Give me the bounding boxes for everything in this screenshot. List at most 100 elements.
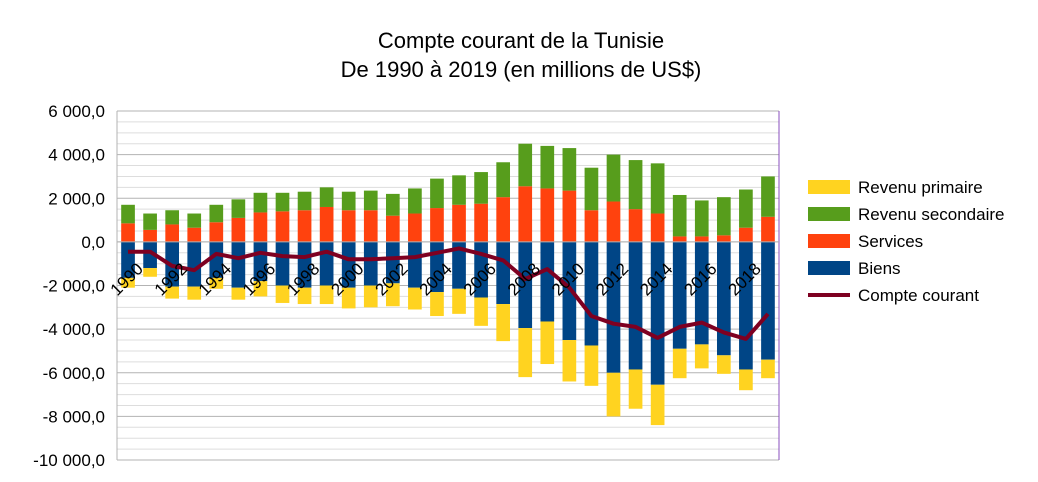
bar-biens	[297, 241, 312, 288]
bar-biens	[716, 241, 731, 356]
bar-revenu-primaire	[694, 344, 709, 369]
bar-biens	[209, 241, 224, 278]
bar-revenu-secondaire	[694, 200, 709, 237]
bar-services	[562, 190, 577, 242]
bar-revenu-primaire	[121, 277, 135, 288]
bar-revenu-secondaire	[231, 199, 246, 218]
bar-revenu-secondaire	[165, 210, 180, 225]
bar-services	[628, 209, 643, 242]
bar-services	[430, 208, 444, 242]
bar-revenu-primaire	[474, 297, 488, 326]
bar-revenu-primaire	[408, 287, 422, 310]
bar-revenu-secondaire	[297, 191, 312, 211]
bar-revenu-primaire	[430, 292, 444, 317]
bar-revenu-primaire	[253, 281, 268, 297]
bar-revenu-primaire	[209, 277, 224, 289]
chart-subtitle: De 1990 à 2019 (en millions de US$)	[341, 57, 702, 82]
current-account-line	[128, 246, 770, 341]
bar-revenu-secondaire	[452, 175, 466, 205]
bar-revenu-secondaire	[606, 154, 621, 202]
bar-revenu-primaire	[761, 359, 775, 379]
bar-services	[275, 211, 290, 242]
legend-swatch	[808, 207, 850, 221]
legend-swatch	[808, 180, 850, 194]
bar-revenu-secondaire	[716, 197, 731, 236]
bar-services	[452, 204, 466, 242]
bar-revenu-secondaire	[584, 167, 599, 211]
bar-revenu-secondaire	[672, 194, 687, 237]
legend-label: Compte courant	[858, 286, 979, 305]
chart-title: Compte courant de la Tunisie	[378, 28, 664, 53]
bar-services	[606, 201, 621, 242]
bar-biens	[363, 241, 378, 286]
bar-revenu-primaire	[143, 268, 157, 277]
bar-services	[385, 215, 400, 242]
bar-revenu-primaire	[716, 355, 731, 374]
bar-revenu-primaire	[275, 285, 290, 303]
y-tick-label: 2 000,0	[48, 189, 105, 208]
bar-revenu-secondaire	[209, 204, 224, 223]
bar-revenu-primaire	[341, 287, 356, 309]
line-compte-courant	[128, 246, 770, 341]
bar-revenu-secondaire	[187, 213, 202, 228]
bar-revenu-secondaire	[540, 145, 555, 189]
y-tick-label: -4 000,0	[43, 320, 105, 339]
bar-revenu-primaire	[496, 304, 511, 342]
bar-revenu-primaire	[452, 288, 466, 314]
bar-services	[187, 227, 202, 242]
y-tick-label: 4 000,0	[48, 146, 105, 165]
bar-revenu-secondaire	[474, 172, 488, 204]
bar-revenu-primaire	[628, 369, 643, 409]
bar-revenu-primaire	[650, 384, 665, 426]
bar-revenu-primaire	[562, 340, 577, 382]
bar-services	[761, 216, 775, 242]
y-axis-tick-labels: 6 000,0 4 000,0 2 000,0 0,0 -2 000,0 -4 000,0…	[33, 102, 105, 470]
bar-biens	[628, 241, 643, 370]
y-tick-label: -10 000,0	[33, 451, 105, 470]
bar-revenu-secondaire	[275, 192, 290, 212]
y-tick-label: 0,0	[81, 233, 105, 252]
bar-revenu-primaire	[739, 369, 753, 391]
bar-biens	[694, 241, 709, 345]
bar-revenu-primaire	[606, 372, 621, 417]
legend-label: Revenu secondaire	[858, 205, 1004, 224]
bar-revenu-secondaire	[121, 204, 135, 224]
bar-revenu-secondaire	[739, 189, 753, 228]
bar-services	[694, 236, 709, 242]
bar-revenu-primaire	[363, 285, 378, 308]
bar-biens	[584, 241, 599, 346]
bar-services	[165, 224, 180, 242]
bar-biens	[385, 241, 400, 284]
legend-label: Biens	[858, 259, 901, 278]
legend-swatch	[808, 234, 850, 248]
bar-biens	[319, 241, 334, 286]
bar-revenu-secondaire	[319, 187, 334, 207]
bar-services	[121, 223, 135, 242]
bar-services	[650, 213, 665, 242]
bar-services	[672, 236, 687, 242]
bar-biens	[231, 241, 246, 288]
bar-biens	[761, 241, 775, 360]
legend-label: Services	[858, 232, 923, 251]
bar-revenu-secondaire	[408, 188, 422, 214]
bar-revenu-secondaire	[143, 213, 157, 230]
bar-revenu-secondaire	[341, 191, 356, 211]
bar-services	[584, 210, 599, 242]
bar-services	[540, 188, 555, 242]
bar-revenu-primaire	[672, 348, 687, 379]
bar-services	[209, 222, 224, 242]
bar-revenu-secondaire	[562, 148, 577, 191]
bar-biens	[143, 241, 157, 269]
bar-biens	[408, 241, 422, 288]
bar-biens	[452, 241, 466, 289]
bar-revenu-primaire	[518, 328, 533, 378]
bar-services	[253, 212, 268, 242]
bar-biens	[672, 241, 687, 349]
bar-services	[341, 210, 356, 242]
x-tick-label: 1990	[107, 259, 147, 299]
bar-revenu-secondaire	[430, 178, 444, 209]
legend-swatch	[808, 261, 850, 275]
y-tick-label: -2 000,0	[43, 277, 105, 296]
bar-biens	[650, 241, 665, 385]
